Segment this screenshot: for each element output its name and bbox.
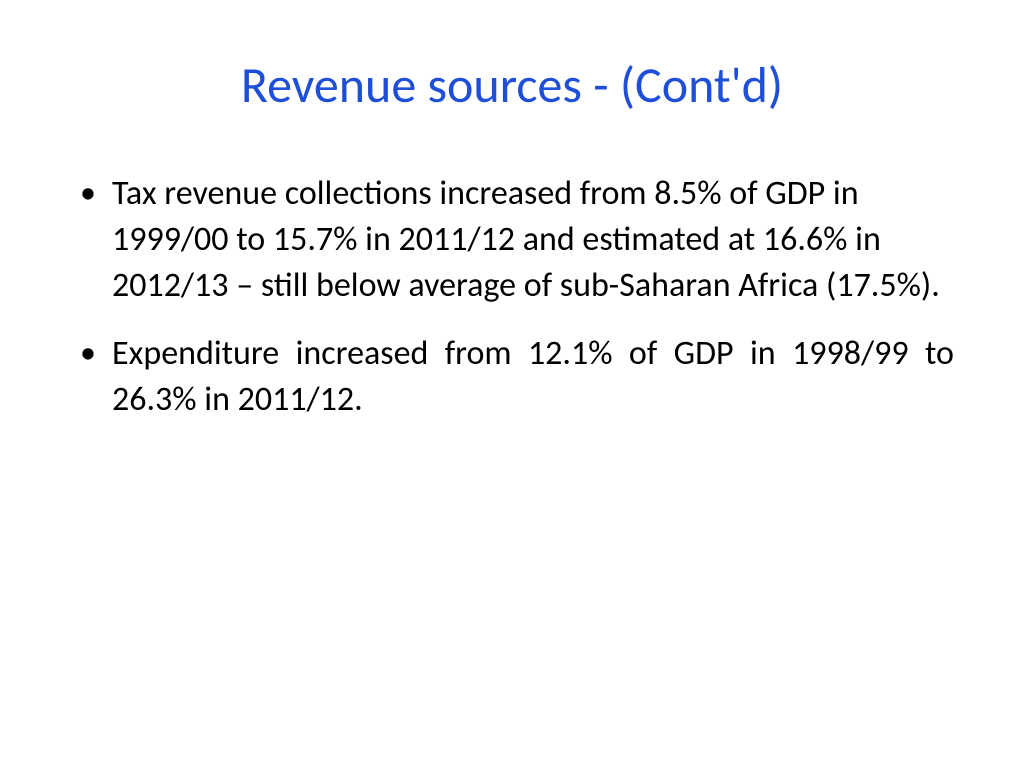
slide-container: Revenue sources - (Cont'd) Tax revenue c…	[0, 0, 1024, 768]
slide-title: Revenue sources - (Cont'd)	[70, 55, 954, 116]
bullet-item: Expenditure increased from 12.1% of GDP …	[70, 331, 954, 423]
bullet-list: Tax revenue collections increased from 8…	[70, 171, 954, 422]
bullet-item: Tax revenue collections increased from 8…	[70, 171, 954, 309]
